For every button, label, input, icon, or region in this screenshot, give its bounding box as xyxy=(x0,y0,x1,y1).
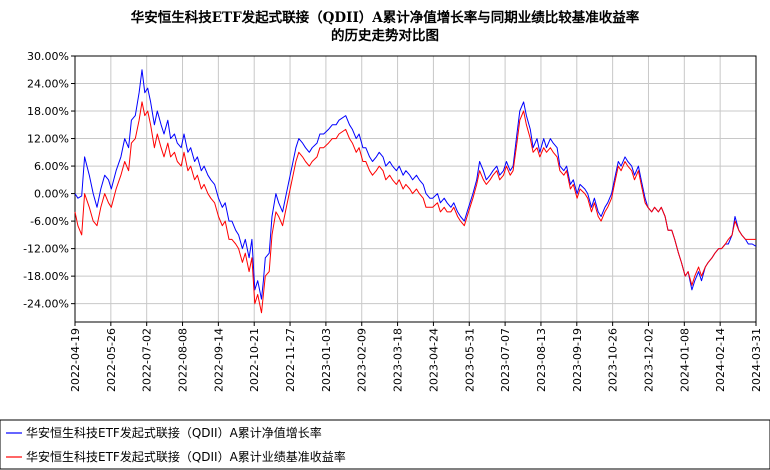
legend-box xyxy=(0,419,770,470)
x-tick-label: 2023-01-03 xyxy=(320,328,333,392)
x-tick-label: 2024-01-08 xyxy=(678,328,691,392)
x-tick-label: 2023-03-18 xyxy=(392,328,405,392)
series-line-1 xyxy=(74,101,756,314)
y-tick-label: 6.00% xyxy=(34,160,69,173)
series-lines xyxy=(74,69,757,314)
y-tick-label: 30.00% xyxy=(27,50,69,63)
y-tick-label: 0.00% xyxy=(34,188,69,201)
series-line-0 xyxy=(74,69,757,300)
y-tick-label: 18.00% xyxy=(27,105,69,118)
y-tick-label: 24.00% xyxy=(27,78,69,91)
y-tick-label: 12.00% xyxy=(27,133,69,146)
x-tick-label: 2022-08-08 xyxy=(177,328,190,392)
y-axis-ticks: 30.00% 24.00% 18.00% 12.00% 6.00% 0.00% -6.00%… xyxy=(23,50,75,311)
y-tick-label: -12.00% xyxy=(23,243,69,256)
x-axis-ticks: 2022-04-19 2022-05-26 2022-07-02 2022-08-08… xyxy=(69,322,763,392)
y-tick-label: -24.00% xyxy=(23,298,69,311)
x-tick-label: 2022-11-27 xyxy=(284,328,297,392)
legend: 华安恒生科技ETF发起式联接（QDII）A累计净值增长率 华安恒生科技ETF发起… xyxy=(0,419,770,470)
x-tick-label: 2022-04-19 xyxy=(69,328,82,392)
x-tick-label: 2022-10-21 xyxy=(248,328,261,392)
x-tick-label: 2023-04-24 xyxy=(427,328,440,392)
x-tick-label: 2023-09-19 xyxy=(571,328,584,392)
x-tick-label: 2022-09-14 xyxy=(212,328,225,392)
y-tick-label: -18.00% xyxy=(23,270,69,283)
x-tick-label: 2023-08-13 xyxy=(535,328,548,392)
x-tick-label: 2022-05-26 xyxy=(105,328,118,392)
plot-area xyxy=(74,55,757,323)
x-tick-label: 2023-07-07 xyxy=(499,328,512,392)
legend-label-benchmark: 华安恒生科技ETF发起式联接（QDII）A累计业绩基准收益率 xyxy=(26,449,346,464)
x-tick-label: 2023-12-02 xyxy=(642,328,655,392)
x-tick-label: 2023-10-26 xyxy=(607,328,620,392)
x-tick-label: 2023-02-09 xyxy=(356,328,369,392)
grid xyxy=(74,55,757,322)
legend-label-nav: 华安恒生科技ETF发起式联接（QDII）A累计净值增长率 xyxy=(26,425,322,440)
x-tick-label: 2023-05-31 xyxy=(463,328,476,392)
y-tick-label: -6.00% xyxy=(30,215,69,228)
chart-title-line-1: 华安恒生科技ETF发起式联接（QDII）A累计净值增长率与同期业绩比较基准收益率 xyxy=(131,9,640,26)
x-tick-label: 2024-03-31 xyxy=(750,328,763,392)
x-tick-label: 2022-07-02 xyxy=(141,328,154,392)
chart-title-line-2: 的历史走势对比图 xyxy=(331,27,439,44)
x-tick-label: 2024-02-14 xyxy=(714,328,727,392)
